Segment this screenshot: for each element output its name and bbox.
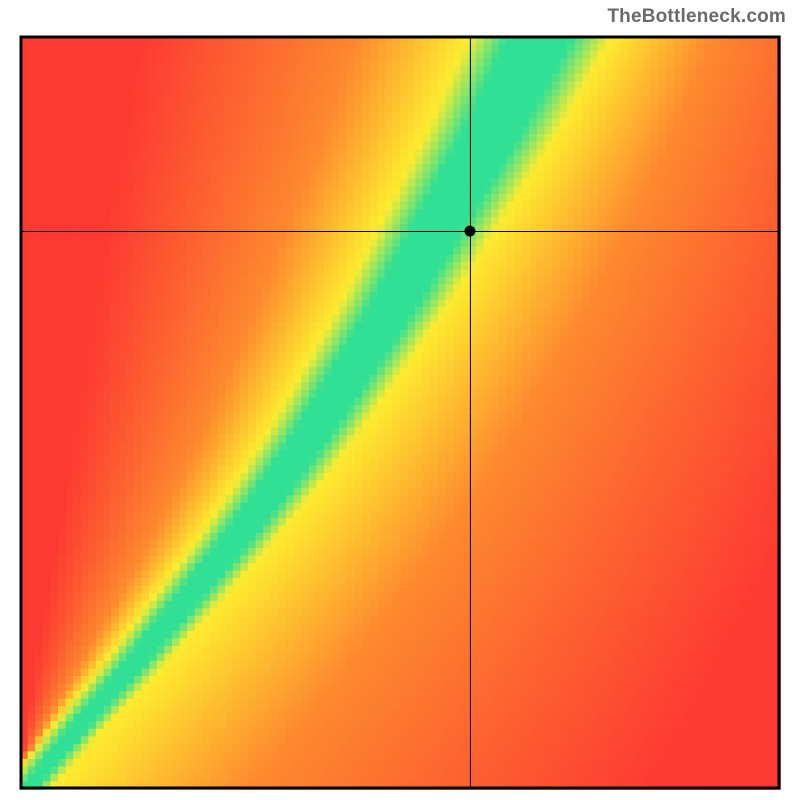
- watermark-text: TheBottleneck.com: [607, 6, 786, 28]
- heatmap-canvas: [0, 0, 800, 800]
- chart-container: TheBottleneck.com: [0, 0, 800, 800]
